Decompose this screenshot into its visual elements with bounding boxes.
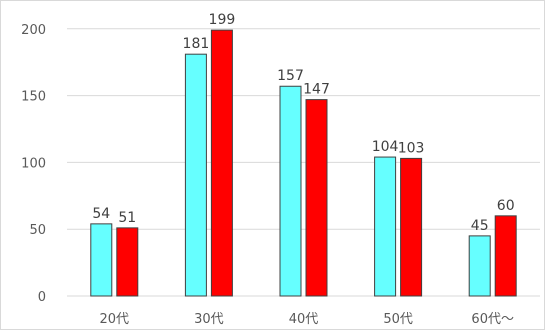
data-label: 157	[277, 68, 304, 84]
data-label: 147	[303, 82, 330, 98]
data-label: 54	[92, 206, 110, 222]
bar-series1	[184, 53, 207, 297]
bar-series2	[210, 29, 233, 297]
data-label: 103	[398, 140, 425, 156]
data-label: 45	[471, 218, 489, 234]
y-tick-label: 100	[21, 156, 46, 171]
x-tick-label: 30代	[194, 312, 224, 327]
bar-series1	[279, 85, 302, 297]
bar-series2	[116, 227, 139, 297]
data-label: 60	[497, 198, 515, 214]
bar-series2	[400, 157, 423, 297]
x-tick-label: 20代	[100, 312, 130, 327]
data-label: 51	[118, 210, 136, 226]
data-label: 104	[372, 139, 399, 155]
x-tick-label: 40代	[289, 312, 319, 327]
x-tick-label: 50代	[383, 312, 413, 327]
y-tick-label: 150	[21, 90, 46, 105]
bar-series1	[90, 223, 113, 297]
y-tick-label: 0	[38, 290, 46, 305]
bar-series2	[305, 99, 328, 297]
y-tick-label: 200	[21, 23, 46, 38]
y-tick-label: 50	[29, 223, 46, 238]
data-label: 199	[209, 12, 236, 28]
bar-series2	[494, 215, 517, 297]
x-tick-label: 60代～	[471, 312, 514, 327]
bar-series1	[468, 235, 491, 297]
bar-series1	[374, 156, 397, 297]
data-label: 181	[183, 36, 210, 52]
